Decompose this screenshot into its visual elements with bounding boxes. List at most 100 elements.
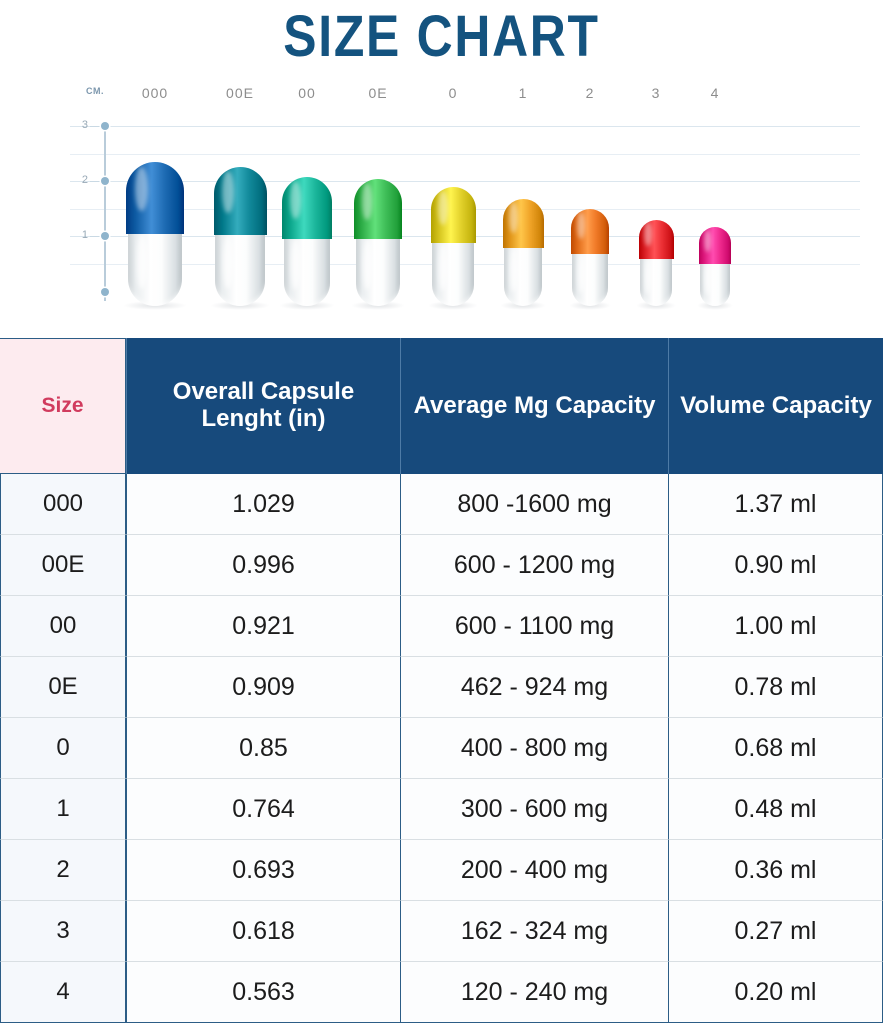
capsule-cap: [430, 187, 476, 244]
cell-length: 0.996: [126, 535, 400, 596]
capsule-label-000: 000: [141, 85, 169, 101]
cell-volume: 0.36 ml: [668, 840, 883, 901]
capsule-cap: [699, 227, 731, 264]
cell-volume: 0.20 ml: [668, 962, 883, 1023]
table-row: 1 0.764 300 - 600 mg 0.48 ml: [0, 779, 883, 840]
capsule-0E: [351, 178, 405, 310]
axis-dot: [101, 177, 109, 185]
header-length: Overall Capsule Lenght (in): [126, 338, 400, 474]
axis-dot: [101, 288, 109, 296]
capsule-label-1: 1: [518, 85, 528, 101]
cell-mg: 300 - 600 mg: [400, 779, 668, 840]
cell-length: 0.909: [126, 657, 400, 718]
size-table: Size Overall Capsule Lenght (in) Average…: [0, 338, 883, 1023]
capsule-2: [568, 209, 612, 310]
capsule-label-4: 4: [710, 85, 720, 101]
cell-size: 00E: [0, 535, 126, 596]
capsule-cap: [354, 178, 402, 239]
cell-mg: 400 - 800 mg: [400, 718, 668, 779]
cell-length: 0.764: [126, 779, 400, 840]
capsule-label-00: 00: [298, 85, 316, 101]
cell-volume: 0.68 ml: [668, 718, 883, 779]
table-row: 3 0.618 162 - 324 mg 0.27 ml: [0, 901, 883, 962]
capsule-body: [355, 232, 401, 306]
capsule-cap: [638, 219, 674, 259]
capsule-body: [572, 247, 608, 306]
cell-volume: 0.48 ml: [668, 779, 883, 840]
axis-dot: [101, 122, 109, 130]
capsule-00E: [210, 166, 270, 310]
capsule-cap: [126, 162, 184, 235]
capsule-row: [0, 126, 883, 310]
axis-unit-label: CM.: [86, 86, 104, 96]
capsule-body: [700, 257, 730, 306]
capsule-cap: [282, 177, 332, 240]
cell-size: 1: [0, 779, 126, 840]
capsule-body: [503, 242, 543, 306]
capsule-body: [432, 237, 474, 306]
cell-length: 0.921: [126, 596, 400, 657]
capsule-body: [128, 228, 182, 306]
capsule-1: [500, 199, 546, 310]
cell-size: 0E: [0, 657, 126, 718]
cell-volume: 0.90 ml: [668, 535, 883, 596]
table-row: 0 0.85 400 - 800 mg 0.68 ml: [0, 718, 883, 779]
capsule-3: [636, 219, 676, 310]
capsule-4: [697, 227, 733, 310]
table-row: 00E 0.996 600 - 1200 mg 0.90 ml: [0, 535, 883, 596]
header-volume: Volume Capacity: [668, 338, 883, 474]
y-tick-label: 3: [81, 119, 88, 131]
cell-length: 0.618: [126, 901, 400, 962]
capsule-body: [283, 233, 331, 306]
table-row: 0E 0.909 462 - 924 mg 0.78 ml: [0, 657, 883, 718]
cell-size: 4: [0, 962, 126, 1023]
cell-length: 0.85: [126, 718, 400, 779]
cell-size: 00: [0, 596, 126, 657]
header-mg: Average Mg Capacity: [400, 338, 668, 474]
table-body: 000 1.029 800 -1600 mg 1.37 ml 00E 0.996 600 -…: [0, 474, 883, 1023]
header-size: Size: [0, 338, 126, 474]
cell-size: 0: [0, 718, 126, 779]
cell-volume: 1.37 ml: [668, 474, 883, 535]
cell-mg: 600 - 1200 mg: [400, 535, 668, 596]
cell-size: 2: [0, 840, 126, 901]
cell-length: 0.563: [126, 962, 400, 1023]
table-header-row: Size Overall Capsule Lenght (in) Average…: [0, 338, 883, 474]
cell-mg: 462 - 924 mg: [400, 657, 668, 718]
page-title: SIZE CHART: [283, 3, 600, 69]
capsule-label-0E: 0E: [368, 85, 388, 101]
cell-mg: 120 - 240 mg: [400, 962, 668, 1023]
capsule-label-00E: 00E: [226, 85, 254, 101]
y-axis-line: [104, 126, 106, 301]
table-row: 000 1.029 800 -1600 mg 1.37 ml: [0, 474, 883, 535]
capsule-cap: [571, 209, 609, 254]
cell-size: 3: [0, 901, 126, 962]
capsule-00: [279, 177, 335, 310]
capsule-label-3: 3: [651, 85, 661, 101]
y-tick-label: 2: [81, 174, 88, 186]
capsule-cap: [502, 199, 544, 249]
table-row: 2 0.693 200 - 400 mg 0.36 ml: [0, 840, 883, 901]
table-row: 4 0.563 120 - 240 mg 0.20 ml: [0, 962, 883, 1023]
cell-volume: 0.78 ml: [668, 657, 883, 718]
cell-length: 1.029: [126, 474, 400, 535]
cell-volume: 0.27 ml: [668, 901, 883, 962]
cell-length: 0.693: [126, 840, 400, 901]
cell-mg: 162 - 324 mg: [400, 901, 668, 962]
capsule-body: [215, 229, 265, 306]
capsule-000: [122, 162, 188, 310]
cell-mg: 600 - 1100 mg: [400, 596, 668, 657]
axis-dot: [101, 232, 109, 240]
capsule-diagram: CM. 000 00E 00 0E 0 1 2 3 4 3 2 1: [0, 85, 883, 326]
y-tick-label: 1: [81, 229, 88, 241]
cell-mg: 200 - 400 mg: [400, 840, 668, 901]
cell-size: 000: [0, 474, 126, 535]
capsule-cap: [213, 166, 267, 236]
cell-volume: 1.00 ml: [668, 596, 883, 657]
table-row: 00 0.921 600 - 1100 mg 1.00 ml: [0, 596, 883, 657]
capsule-0: [427, 187, 479, 310]
capsule-label-0: 0: [448, 85, 458, 101]
cell-mg: 800 -1600 mg: [400, 474, 668, 535]
capsule-label-2: 2: [585, 85, 595, 101]
